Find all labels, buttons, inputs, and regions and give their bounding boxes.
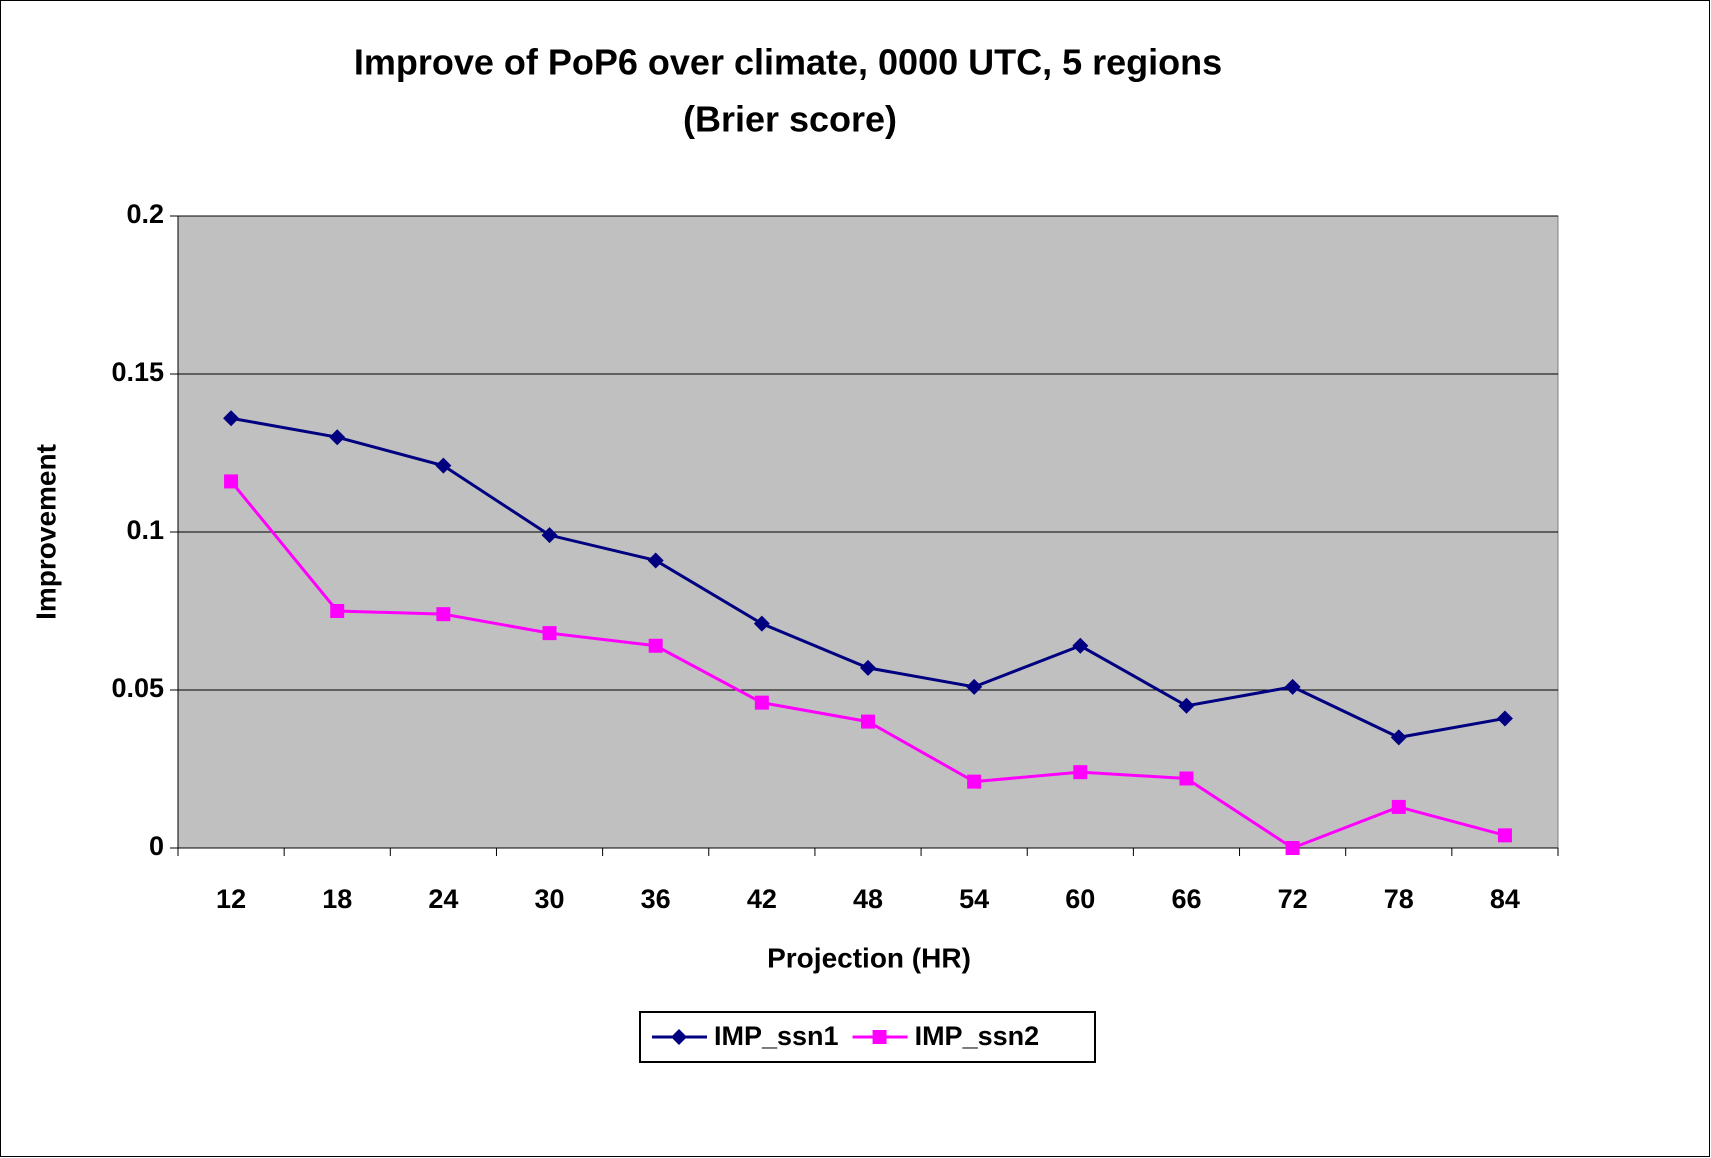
x-tick-label: 78 xyxy=(1384,884,1414,914)
data-point xyxy=(967,774,982,789)
x-tick-label: 18 xyxy=(322,884,352,914)
data-point xyxy=(1179,771,1194,786)
data-point xyxy=(966,678,983,695)
x-tick-label: 24 xyxy=(428,884,458,914)
data-point xyxy=(1497,828,1512,843)
data-point xyxy=(647,552,664,569)
data-point xyxy=(1072,637,1089,654)
data-point xyxy=(1496,710,1513,727)
x-tick-label: 54 xyxy=(959,884,989,914)
y-tick-label: 0.05 xyxy=(111,673,164,703)
data-point xyxy=(1178,697,1195,714)
data-point xyxy=(436,607,451,622)
data-point xyxy=(224,474,239,489)
data-point xyxy=(861,714,875,729)
data-point xyxy=(542,626,557,641)
data-point xyxy=(223,410,240,427)
x-tick-label: 84 xyxy=(1490,884,1520,914)
chart-title: Improve of PoP6 over climate, 0000 UTC, … xyxy=(354,42,1222,83)
y-tick-label: 0 xyxy=(149,831,164,861)
x-tick-label: 48 xyxy=(853,884,883,914)
data-point xyxy=(330,604,345,618)
x-tick-label: 72 xyxy=(1278,884,1308,914)
legend-label: IMP_ssn1 xyxy=(714,1021,839,1051)
data-point xyxy=(329,429,346,446)
x-tick-label: 36 xyxy=(641,884,671,914)
x-tick-label: 66 xyxy=(1171,884,1201,914)
legend-marker xyxy=(671,1029,687,1045)
data-point xyxy=(1284,678,1301,695)
y-tick-label: 0.1 xyxy=(126,515,164,545)
data-point xyxy=(435,457,452,474)
data-point xyxy=(1390,729,1407,746)
data-point xyxy=(753,615,770,632)
x-tick-label: 12 xyxy=(216,884,246,914)
y-axis-label: Improvement xyxy=(30,444,61,620)
x-tick-label: 60 xyxy=(1065,884,1095,914)
data-point xyxy=(541,527,558,544)
data-point xyxy=(860,659,876,676)
y-tick-label: 0.2 xyxy=(126,199,164,229)
data-point xyxy=(754,695,769,710)
data-point xyxy=(648,638,663,653)
data-point xyxy=(1391,799,1406,814)
x-tick-label: 30 xyxy=(535,884,565,914)
chart-subtitle: (Brier score) xyxy=(683,99,897,140)
data-point xyxy=(1073,765,1088,780)
x-tick-label: 42 xyxy=(747,884,777,914)
data-point xyxy=(1285,841,1300,855)
legend-label: IMP_ssn2 xyxy=(915,1021,1040,1051)
legend-marker xyxy=(872,1030,887,1044)
y-tick-label: 0.15 xyxy=(111,357,164,387)
x-axis-label: Projection (HR) xyxy=(767,942,971,973)
